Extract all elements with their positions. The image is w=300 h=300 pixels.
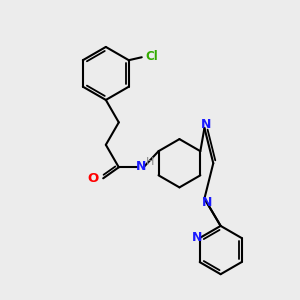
Text: N: N (192, 232, 202, 244)
Text: H: H (146, 157, 154, 167)
Text: Cl: Cl (146, 50, 158, 63)
Text: O: O (88, 172, 99, 185)
Text: N: N (202, 196, 212, 209)
Text: N: N (136, 160, 147, 173)
Text: N: N (201, 118, 211, 131)
